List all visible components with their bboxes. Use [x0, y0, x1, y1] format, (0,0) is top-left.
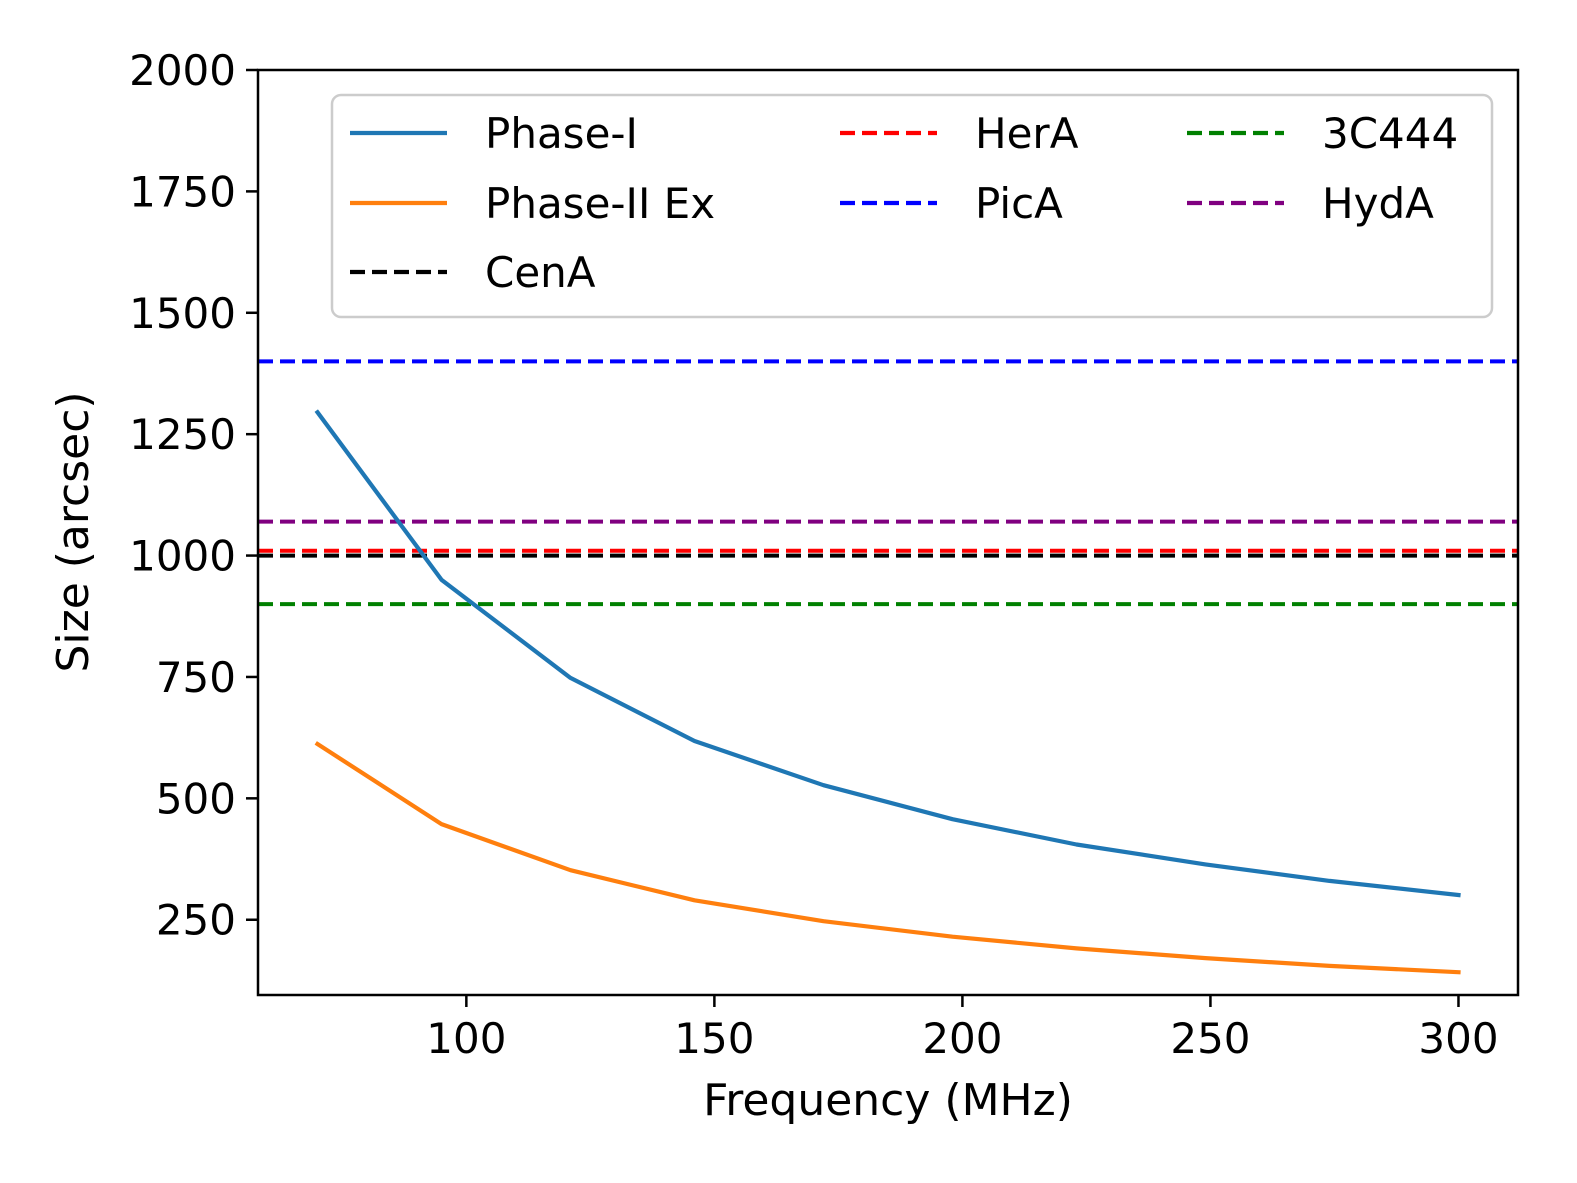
y-axis-ticks: 250 500 750 1000 1250 1500 1750 2000: [129, 46, 258, 945]
legend-label: Phase-I: [485, 109, 638, 158]
legend-entry-hyda: HydA: [1187, 179, 1434, 228]
x-tick-label: 300: [1418, 1014, 1498, 1063]
legend-entry-cena: CenA: [350, 248, 596, 297]
legend-label: HerA: [975, 109, 1079, 158]
x-axis-ticks: 100 150 200 250 300: [426, 995, 1499, 1063]
y-tick-label: 1500: [129, 289, 236, 338]
horizontal-reference-lines: [258, 359, 1518, 607]
y-tick-label: 750: [156, 653, 236, 702]
y-tick-label: 250: [156, 896, 236, 945]
y-axis-label: Size (arcsec): [48, 391, 99, 672]
y-tick-label: 1250: [129, 410, 236, 459]
x-tick-label: 150: [674, 1014, 754, 1063]
series-line-phase-i: [314, 409, 1461, 898]
legend-entry-phase-ii-ex: Phase-II Ex: [350, 179, 715, 228]
series-line-phase-ii-ex: [314, 741, 1461, 975]
x-tick-label: 250: [1170, 1014, 1250, 1063]
y-tick-label: 1000: [129, 532, 236, 581]
x-tick-label: 100: [426, 1014, 506, 1063]
legend-entry-3c444: 3C444: [1187, 109, 1458, 158]
y-tick-label: 2000: [129, 46, 236, 95]
legend-label: Phase-II Ex: [485, 179, 715, 228]
legend: Phase-I HerA 3C444 Phase-II Ex PicA HydA CenA: [330, 93, 1494, 319]
legend-label: HydA: [1322, 179, 1434, 228]
legend-label: 3C444: [1322, 109, 1458, 158]
legend-box: [330, 93, 1494, 319]
y-tick-label: 500: [156, 774, 236, 823]
x-axis-label: Frequency (MHz): [703, 1075, 1073, 1126]
legend-entry-pica: PicA: [840, 179, 1063, 228]
plot-frame: [256, 68, 1520, 997]
legend-entry-hera: HerA: [840, 109, 1079, 158]
series-lines: [314, 409, 1461, 975]
legend-label: CenA: [485, 248, 596, 297]
legend-label: PicA: [975, 179, 1063, 228]
x-tick-label: 200: [922, 1014, 1002, 1063]
y-tick-label: 1750: [129, 167, 236, 216]
legend-entry-phase-i: Phase-I: [350, 109, 638, 158]
